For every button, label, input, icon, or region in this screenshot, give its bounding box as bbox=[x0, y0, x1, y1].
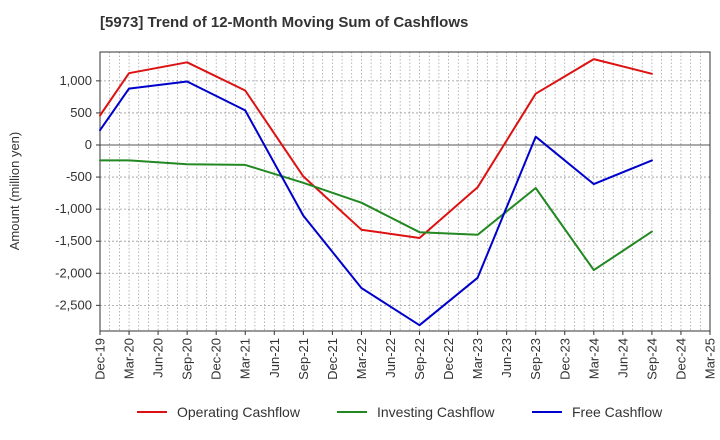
legend-item-free: Free Cashflow bbox=[532, 404, 662, 420]
legend-swatch-operating bbox=[137, 411, 167, 413]
y-tick-label: -2,000 bbox=[55, 265, 92, 280]
legend: Operating Cashflow Investing Cashflow Fr… bbox=[0, 404, 720, 426]
y-axis-label: Amount (million yen) bbox=[7, 132, 22, 251]
x-tick-label: Jun-24 bbox=[615, 338, 630, 378]
legend-swatch-investing bbox=[337, 411, 367, 413]
x-tick-label: Mar-25 bbox=[703, 338, 718, 379]
y-tick-label: -1,000 bbox=[55, 201, 92, 216]
x-tick-label: Mar-21 bbox=[238, 338, 253, 379]
legend-item-operating: Operating Cashflow bbox=[137, 404, 300, 420]
series-line-1 bbox=[99, 159, 653, 272]
x-tick-label: Dec-21 bbox=[325, 338, 340, 380]
x-tick-label: Mar-20 bbox=[122, 338, 137, 379]
series-lines bbox=[99, 58, 653, 327]
legend-label-investing: Investing Cashflow bbox=[377, 404, 495, 420]
x-tick-label: Jun-20 bbox=[151, 338, 166, 378]
x-tick-label: Sep-22 bbox=[412, 338, 427, 380]
plot-border bbox=[99, 51, 711, 332]
legend-swatch-free bbox=[532, 411, 562, 413]
series-line-2 bbox=[99, 80, 653, 327]
x-tick-label: Mar-24 bbox=[586, 338, 601, 379]
x-tick-label: Dec-20 bbox=[209, 338, 224, 380]
x-tick-label: Dec-22 bbox=[441, 338, 456, 380]
x-tick-label: Dec-24 bbox=[673, 338, 688, 380]
x-tick-label: Jun-23 bbox=[499, 338, 514, 378]
y-tick-label: -2,500 bbox=[55, 297, 92, 312]
x-tick-label: Dec-19 bbox=[93, 338, 108, 380]
x-tick-label: Sep-20 bbox=[180, 338, 195, 380]
chart-title: [5973] Trend of 12-Month Moving Sum of C… bbox=[100, 14, 469, 31]
plot-area bbox=[100, 52, 710, 331]
legend-label-free: Free Cashflow bbox=[572, 404, 663, 420]
x-tick-label: Sep-23 bbox=[528, 338, 543, 380]
series-line-0 bbox=[99, 58, 653, 239]
tick-labels: 1,000 500 0 -500 -1,000 -1,500 -2,000 -2,500 Dec… bbox=[55, 73, 717, 380]
x-tick-label: Mar-22 bbox=[354, 338, 369, 379]
grid bbox=[99, 52, 711, 331]
x-tick-label: Dec-23 bbox=[557, 338, 572, 380]
legend-label-operating: Operating Cashflow bbox=[177, 404, 300, 420]
y-tick-label: 1,000 bbox=[59, 73, 92, 88]
y-tick-label: 0 bbox=[85, 137, 92, 152]
line-chart: 1,000 500 0 -500 -1,000 -1,500 -2,000 -2,500 Dec… bbox=[7, 51, 718, 380]
x-tick-label: Sep-21 bbox=[296, 338, 311, 380]
y-tick-label: -500 bbox=[66, 169, 92, 184]
x-tick-label: Mar-23 bbox=[470, 338, 485, 379]
y-tick-label: 500 bbox=[70, 105, 92, 120]
x-tick-label: Sep-24 bbox=[644, 338, 659, 380]
x-tick-label: Jun-21 bbox=[267, 338, 282, 378]
y-tick-label: -1,500 bbox=[55, 233, 92, 248]
legend-item-investing: Investing Cashflow bbox=[337, 404, 495, 420]
x-tick-label: Jun-22 bbox=[383, 338, 398, 378]
axes bbox=[96, 51, 711, 335]
